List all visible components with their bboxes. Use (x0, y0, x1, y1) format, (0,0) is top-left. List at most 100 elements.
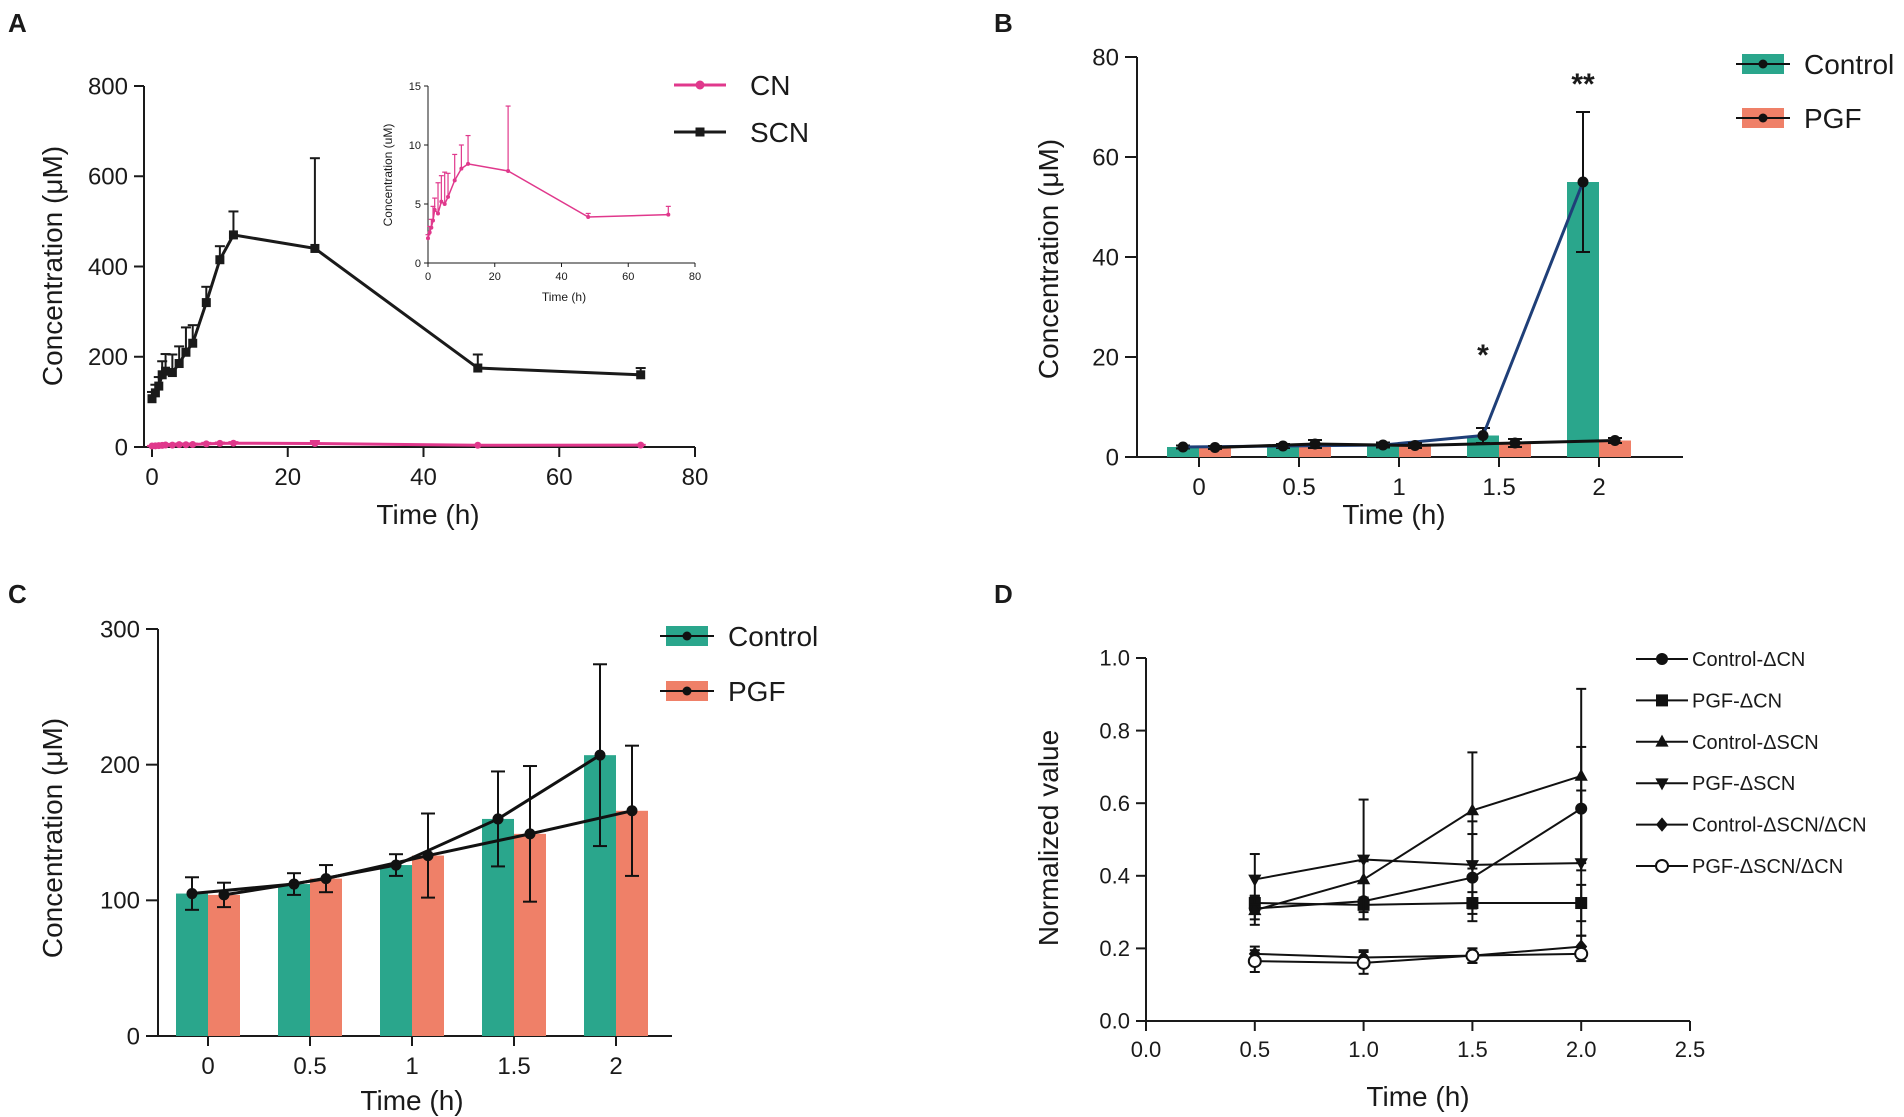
a-inset-y-tick-label: 10 (409, 140, 421, 152)
a-inset-data-point (429, 225, 434, 230)
a-series-line (150, 233, 641, 400)
b-y-tick-label: 20 (1092, 344, 1119, 371)
c-bar (208, 894, 240, 1036)
b-significance-marker: ** (1571, 68, 1595, 101)
b-legend: Control PGF (1736, 49, 1894, 134)
c-legend-label: PGF (728, 676, 786, 707)
d-data-point (1356, 955, 1371, 970)
panel-label-c: C (8, 579, 27, 609)
a-data-point (202, 440, 210, 448)
c-legend-marker (682, 686, 692, 696)
a-data-point (161, 366, 171, 376)
d-x-tick-label: 0.5 (1240, 1037, 1271, 1062)
b-x-tick-label: 1.5 (1482, 474, 1515, 501)
d-legend-marker (1656, 694, 1668, 707)
panel-label-b: B (994, 8, 1013, 38)
d-series-6 (1247, 945, 1589, 975)
b-y-tick-label: 0 (1106, 444, 1119, 471)
b-data-point (1209, 442, 1221, 453)
c-bar (380, 865, 412, 1036)
a-series-scn (147, 157, 646, 404)
a-inset-x-tick-label: 0 (425, 271, 431, 283)
d-legend-label: PGF-ΔSCN/ΔCN (1692, 856, 1843, 878)
c-data-point (492, 813, 504, 825)
c-bar (176, 893, 208, 1036)
d-legend-label: PGF-ΔCN (1692, 690, 1782, 712)
c-x-tick-label: 1 (405, 1053, 418, 1080)
d-series-line (1254, 952, 1582, 964)
c-data-point (422, 850, 434, 862)
d-data-point (1574, 768, 1588, 781)
a-inset-data-point (666, 212, 671, 217)
a-inset-data-point (426, 236, 430, 241)
b-data-point (1509, 437, 1521, 449)
d-y-tick-label: 0.4 (1099, 864, 1130, 889)
c-legend-marker (682, 631, 692, 641)
a-inset-data-point (432, 207, 437, 212)
a-x-tick-label: 0 (145, 464, 158, 491)
b-data-point (1309, 438, 1321, 450)
b-legend-marker (1758, 113, 1768, 123)
d-data-point (1465, 860, 1479, 873)
d-data-point (1574, 858, 1588, 871)
d-legend-label: PGF-ΔSCN (1692, 773, 1795, 795)
c-bar (310, 878, 342, 1036)
a-legend-marker (695, 127, 705, 137)
c-data-point (594, 749, 606, 761)
a-inset-x-tick-label: 80 (689, 271, 701, 283)
a-inset-data-point (466, 161, 471, 166)
c-data-point (320, 873, 332, 885)
a-y-tick-label: 600 (88, 164, 128, 191)
d-legend-label: Control-ΔCN (1692, 649, 1805, 671)
c-x-axis-label: Time (h) (360, 1085, 463, 1116)
b-x-tick-label: 1 (1392, 474, 1405, 501)
a-y-tick-label: 0 (115, 434, 128, 461)
d-x-tick-label: 2.5 (1675, 1037, 1706, 1062)
d-x-tick-label: 1.5 (1457, 1037, 1488, 1062)
a-data-point (474, 441, 482, 449)
b-x-axis-label: Time (h) (1342, 499, 1445, 530)
d-x-tick-label: 1.0 (1348, 1037, 1379, 1062)
b-data-point (1477, 430, 1489, 441)
d-x-axis-label: Time (h) (1366, 1081, 1469, 1112)
c-x-tick-label: 0 (201, 1053, 214, 1080)
a-y-tick-label: 200 (88, 344, 128, 371)
a-legend-marker (695, 80, 705, 90)
a-x-tick-label: 80 (682, 464, 709, 491)
d-legend-marker (1655, 778, 1669, 791)
a-inset-x-tick-label: 40 (555, 271, 567, 283)
d-y-tick-label: 0.8 (1099, 718, 1130, 743)
a-inset-y-tick-label: 5 (415, 199, 421, 211)
a-legend-label: CN (750, 70, 790, 101)
d-data-point (1574, 946, 1589, 961)
d-data-point (1248, 903, 1262, 916)
a-inset-data-point (439, 199, 444, 204)
a-inset-x-tick-label: 60 (622, 271, 634, 283)
a-inset-line (427, 163, 669, 239)
b-data-point (1409, 440, 1421, 451)
d-series-5 (1248, 934, 1588, 966)
b-significance-marker: * (1477, 339, 1489, 372)
a-inset-data-point (442, 202, 447, 206)
b-x-tick-label: 0.5 (1282, 474, 1315, 501)
d-legend-marker (1655, 859, 1669, 873)
c-x-tick-label: 2 (609, 1053, 622, 1080)
a-series-cn (147, 439, 646, 450)
a-inset-x-tick-label: 20 (489, 271, 501, 283)
a-x-tick-label: 40 (410, 464, 437, 491)
b-data-point (1609, 435, 1621, 446)
d-data-point (1248, 874, 1262, 887)
c-data-point (524, 828, 536, 840)
c-line-pgf (217, 744, 639, 909)
a-y-axis-label: Concentration (μM) (37, 146, 68, 386)
c-y-axis-label: Concentration (μM) (37, 718, 68, 958)
a-data-point (189, 440, 197, 448)
a-data-point (174, 359, 184, 369)
a-inset-data-point (459, 166, 464, 171)
a-x-tick-label: 60 (546, 464, 573, 491)
d-data-point (1247, 954, 1262, 969)
d-series-line (1254, 775, 1582, 912)
b-bar (1367, 445, 1399, 457)
a-data-point (182, 441, 190, 449)
a-inset-data-point (446, 194, 451, 199)
